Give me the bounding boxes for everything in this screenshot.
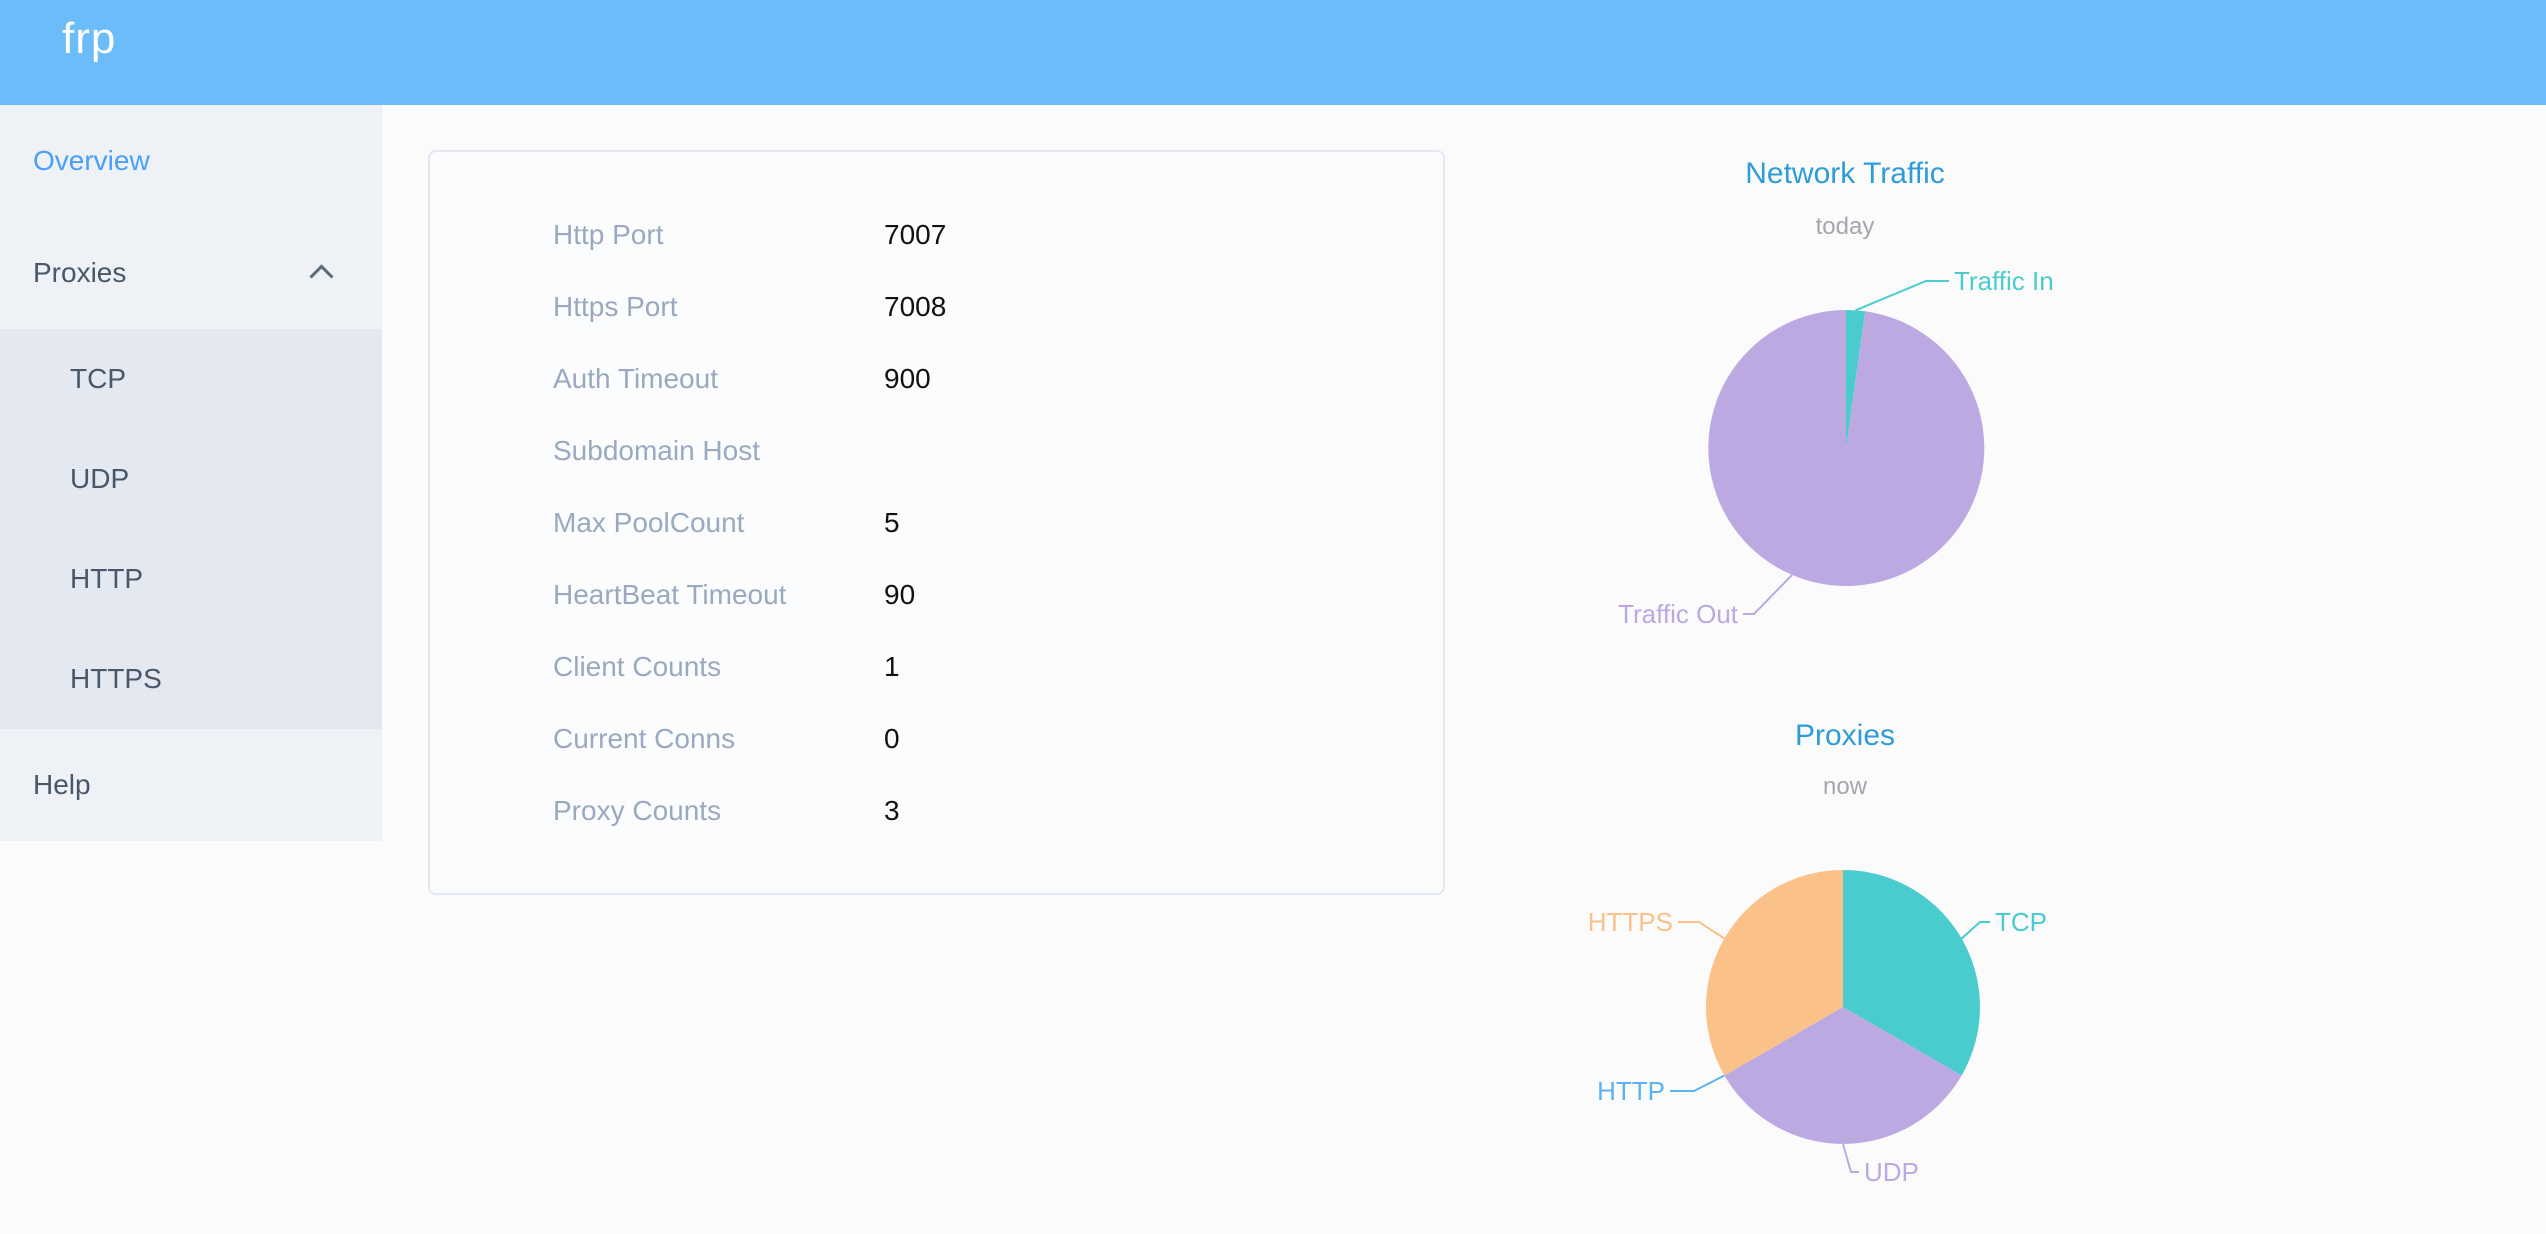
- table-row: Auth Timeout 900: [430, 343, 1443, 415]
- pie-label-http: HTTP: [1597, 1076, 1665, 1106]
- pie-label-tcp: TCP: [1995, 907, 2047, 937]
- app-header: frp: [0, 0, 2546, 105]
- network-traffic-chart-subtitle: today: [1815, 213, 1875, 240]
- leader-line-traffic-out: [1743, 574, 1793, 615]
- table-row: Max PoolCount 5: [430, 487, 1443, 559]
- proxies-chart-subtitle: now: [1822, 773, 1868, 800]
- sidebar-item-udp[interactable]: UDP: [70, 463, 130, 494]
- pie-slice-https: [1706, 870, 1843, 1076]
- sidebar-item-proxies[interactable]: Proxies: [0, 217, 382, 329]
- leader-line-https: [1678, 921, 1725, 940]
- sidebar-submenu: TCP UDP HTTP HTTPS: [0, 329, 382, 729]
- row-value: 5: [884, 507, 900, 538]
- row-label: HeartBeat Timeout: [553, 579, 787, 610]
- sidebar-item-overview[interactable]: Overview: [0, 105, 382, 217]
- sidebar-item-tcp[interactable]: TCP: [70, 363, 126, 394]
- pie-slice-tcp: [1843, 870, 1980, 1076]
- pie-slice-udp: [1724, 1007, 1962, 1144]
- network-traffic-pie-chart: Traffic In Traffic Out: [1618, 266, 2054, 629]
- row-label: Http Port: [553, 219, 664, 250]
- sidebar-item-help-label: Help: [33, 769, 91, 800]
- row-value: 90: [884, 579, 916, 610]
- row-value: 3: [884, 795, 900, 826]
- sidebar-item-https[interactable]: HTTPS: [70, 663, 162, 694]
- leader-line-traffic-in: [1855, 280, 1949, 312]
- frp-logo: frp: [62, 14, 117, 63]
- leader-line-http: [1670, 1074, 1725, 1092]
- table-row: Current Conns 0: [430, 703, 1443, 775]
- sidebar: Overview Proxies TCP UDP HTTP HTTPS Help: [0, 105, 382, 841]
- table-row: Client Counts 1: [430, 631, 1443, 703]
- leader-line-udp: [1842, 1143, 1859, 1173]
- row-label: Max PoolCount: [553, 507, 745, 538]
- row-label: Https Port: [553, 291, 678, 322]
- row-label: Current Conns: [553, 723, 736, 754]
- sidebar-item-proxies-label: Proxies: [33, 257, 127, 288]
- proxies-pie-chart: TCP HTTPS HTTP UDP: [1588, 870, 2047, 1187]
- row-label: Client Counts: [553, 651, 722, 682]
- table-row: HeartBeat Timeout 90: [430, 559, 1443, 631]
- table-row: Subdomain Host: [430, 415, 1443, 487]
- pie-slice-traffic-out: [1708, 310, 1985, 586]
- pie-label-udp: UDP: [1864, 1157, 1919, 1187]
- row-label: Proxy Counts: [553, 795, 722, 826]
- row-value: 7007: [884, 219, 947, 250]
- row-value: 1: [884, 651, 900, 682]
- row-value: 7008: [884, 291, 947, 322]
- server-info-card: Http Port 7007 Https Port 7008 Auth Time…: [428, 150, 1445, 895]
- row-label: Subdomain Host: [553, 435, 761, 466]
- table-row: Https Port 7008: [430, 271, 1443, 343]
- sidebar-item-help[interactable]: Help: [0, 729, 382, 841]
- pie-label-traffic-out: Traffic Out: [1618, 599, 1739, 629]
- row-value: 0: [884, 723, 900, 754]
- chevron-up-icon[interactable]: [309, 264, 334, 289]
- pie-label-traffic-in: Traffic In: [1954, 266, 2054, 296]
- row-label: Auth Timeout: [553, 363, 718, 394]
- sidebar-item-http[interactable]: HTTP: [70, 563, 144, 594]
- proxies-chart-title: Proxies: [1794, 719, 1896, 752]
- sidebar-item-overview-label: Overview: [33, 145, 150, 176]
- leader-line-tcp: [1960, 921, 1990, 940]
- network-traffic-chart-title: Network Traffic: [1745, 157, 1945, 190]
- pie-label-https: HTTPS: [1588, 907, 1673, 937]
- pie-slice-traffic-in: [1846, 309, 1866, 448]
- table-row: Proxy Counts 3: [430, 775, 1443, 847]
- row-value: 900: [884, 363, 931, 394]
- table-row: Http Port 7007: [430, 199, 1443, 271]
